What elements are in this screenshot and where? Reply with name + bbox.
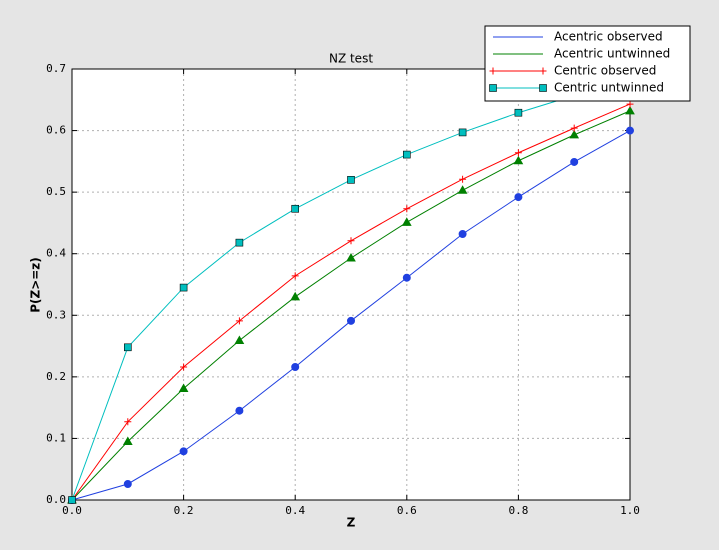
point [514,149,522,157]
point [539,67,547,75]
point [459,175,467,183]
point [402,150,411,159]
point [180,363,188,371]
point [403,205,411,213]
point [123,479,132,488]
y-tick-label: 0.3 [46,308,66,321]
point [68,496,76,504]
point [178,383,189,393]
point [346,253,356,262]
chart-title: NZ test [329,52,373,66]
y-tick-label: 0.6 [46,124,66,137]
legend-label: Acentric untwinned [554,47,670,61]
plot-area [72,69,630,500]
legend-label: Centric observed [554,64,656,78]
point [626,126,634,135]
point [122,436,133,446]
point [458,128,467,137]
point [234,335,245,345]
plot-frame [71,68,631,501]
point [347,237,355,245]
point [347,316,355,325]
point [569,129,580,139]
point [124,418,132,426]
y-tick-label: 0.7 [46,62,66,75]
point [235,406,244,415]
point [570,157,579,166]
point [291,204,300,213]
x-tick-label: 0.4 [285,504,305,517]
point [458,230,467,239]
point [514,193,523,202]
point [513,155,524,165]
y-tick-label: 0.1 [46,431,66,444]
y-tick-label: 0.2 [46,370,66,383]
y-tick-label: 0.4 [46,247,66,260]
point [489,67,497,75]
point [625,105,635,115]
point [626,100,634,108]
point [291,272,299,280]
x-tick-label: 0.0 [62,504,82,517]
x-tick-label: 1.0 [620,504,640,517]
x-tick-label: 0.8 [508,504,528,517]
point [179,447,188,456]
point [570,124,578,132]
point [179,283,188,292]
x-tick-label: 0.2 [174,504,194,517]
point [347,176,355,184]
point [402,273,411,282]
y-tick-label: 0.5 [46,185,66,198]
point [539,84,547,92]
legend-label: Acentric observed [554,30,663,44]
point [124,343,132,352]
y-tick-label: 0.0 [46,493,66,506]
point [290,291,301,301]
point [489,84,497,92]
x-tick-label: 0.6 [397,504,417,517]
point [457,185,468,194]
point [514,108,523,117]
point [235,238,244,247]
x-axis-label: Z [347,516,356,530]
point [291,363,300,372]
y-axis-label: P(Z>=z) [29,257,43,313]
legend-label: Centric untwinned [554,81,664,95]
point [401,217,412,226]
point [235,317,243,325]
